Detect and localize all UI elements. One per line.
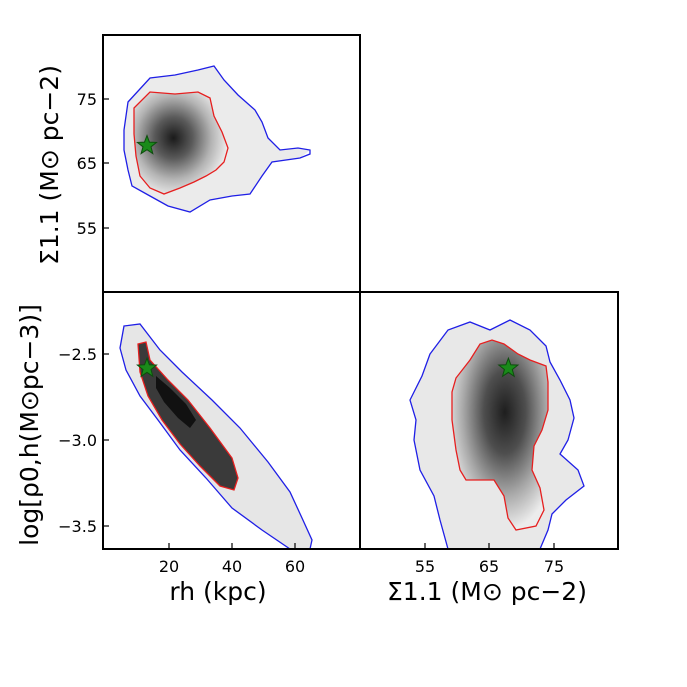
star-marker: [136, 134, 158, 155]
x-axis-label-bottom-right: Σ1.1 (M⊙ pc−2): [387, 577, 587, 606]
tick-label-y-m3.0: −3.0: [58, 431, 97, 450]
tick-label-x-60: 60: [285, 557, 305, 576]
tick-label-y-m2.5: −2.5: [58, 345, 97, 364]
tick-label-y-75: 75: [77, 90, 97, 109]
panel-top-left: 55 65 75 Σ1.1 (M⊙ pc−2): [35, 34, 361, 293]
outer-contour-bottom-left: [119, 323, 313, 549]
density-core-bottom-right: [452, 340, 548, 530]
density-core-top-left: [134, 92, 228, 194]
tick-label-x-55: 55: [415, 557, 435, 576]
star-marker: [497, 356, 520, 378]
x-axis-label-bottom-left: rh (kpc): [169, 577, 266, 606]
y-axis-label-bottom-left: log[ρ0,h(M⊙pc−3)]: [15, 304, 44, 546]
tick-label-x-75: 75: [544, 557, 564, 576]
outer-contour-top-left: [123, 65, 311, 213]
tick-label-y-55: 55: [77, 219, 97, 238]
star-marker: [136, 356, 158, 378]
inner-contour-bottom-right: [451, 339, 549, 531]
tick-label-y-m3.5: −3.5: [58, 517, 97, 536]
tick-label-x-65: 65: [479, 557, 499, 576]
density-peak-bottom-left: [156, 376, 196, 428]
inner-contour-top-left: [133, 91, 229, 195]
x-ticks-bottom-left: 20 40 60: [159, 543, 305, 576]
star-marker-bottom-left: [136, 356, 158, 378]
star-marker-top-left: [136, 134, 158, 155]
y-ticks-bottom-left: −2.5 −3.0 −3.5: [58, 345, 109, 536]
panel-bottom-left: −2.5 −3.0 −3.5 20 40 60 rh (kpc) log[ρ0,…: [15, 291, 361, 606]
outer-contour-bottom-right: [409, 319, 585, 549]
star-marker-bottom-right: [497, 356, 520, 378]
x-ticks-bottom-right: 55 65 75: [415, 543, 564, 576]
y-ticks-top-left: 55 65 75: [77, 90, 109, 238]
panel-bottom-right: 55 65 75 Σ1.1 (M⊙ pc−2): [359, 291, 619, 606]
inner-contour-bottom-left: [137, 341, 239, 491]
y-axis-label-top-left: Σ1.1 (M⊙ pc−2): [35, 65, 64, 265]
tick-label-y-65: 65: [77, 154, 97, 173]
tick-label-x-40: 40: [222, 557, 242, 576]
tick-label-x-20: 20: [159, 557, 179, 576]
